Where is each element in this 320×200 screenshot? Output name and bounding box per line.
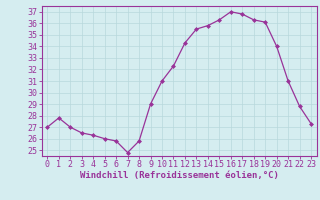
X-axis label: Windchill (Refroidissement éolien,°C): Windchill (Refroidissement éolien,°C) <box>80 171 279 180</box>
